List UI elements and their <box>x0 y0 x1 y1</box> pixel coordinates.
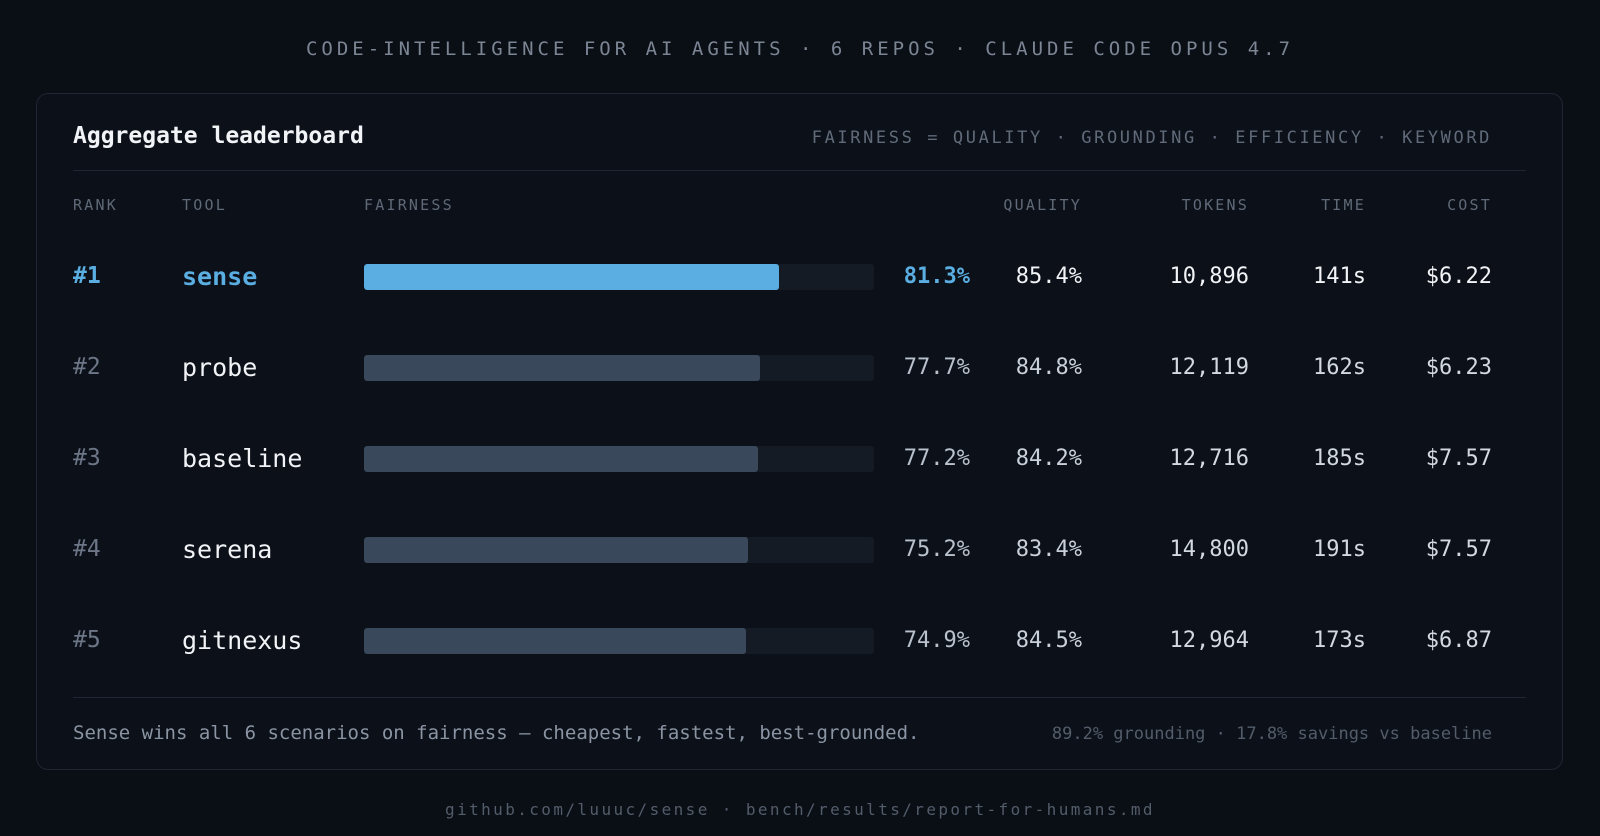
fairness-bar-track <box>364 628 874 654</box>
tokens-value: 14,800 <box>1169 537 1249 562</box>
quality-value: 84.5% <box>1015 628 1082 653</box>
fairness-bar-track <box>364 355 874 381</box>
quality-value: 83.4% <box>1015 537 1082 562</box>
summary-text: Sense wins all 6 scenarios on fairness —… <box>73 722 920 744</box>
time-value: 141s <box>1313 264 1366 289</box>
fairness-value: 75.2% <box>903 537 970 562</box>
column-header-fairness: FAIRNESS <box>364 196 454 214</box>
time-value: 191s <box>1313 537 1366 562</box>
fairness-formula: FAIRNESS = QUALITY · GROUNDING · EFFICIE… <box>811 128 1492 148</box>
fairness-value: 77.7% <box>903 355 970 380</box>
rank-label: #3 <box>73 445 101 471</box>
rank-label: #2 <box>73 354 101 380</box>
tokens-value: 12,964 <box>1169 628 1249 653</box>
tokens-value: 12,119 <box>1169 355 1249 380</box>
quality-value: 84.2% <box>1015 446 1082 471</box>
leaderboard-row: #1 sense 81.3% 85.4% 10,896 141s $6.22 <box>37 231 1562 322</box>
time-value: 173s <box>1313 628 1366 653</box>
leaderboard-row: #5 gitnexus 74.9% 84.5% 12,964 173s $6.8… <box>37 595 1562 686</box>
tool-name: baseline <box>182 444 303 473</box>
quality-value: 85.4% <box>1015 264 1082 289</box>
column-header-tokens: TOKENS <box>1181 196 1249 214</box>
fairness-bar <box>364 355 761 381</box>
time-value: 162s <box>1313 355 1366 380</box>
rank-label: #5 <box>73 627 101 653</box>
fairness-bar-track <box>364 537 874 563</box>
tool-name: probe <box>182 353 258 382</box>
divider <box>73 697 1526 698</box>
column-header-quality: QUALITY <box>1003 196 1082 214</box>
column-header-time: TIME <box>1321 196 1366 214</box>
fairness-bar <box>364 264 779 290</box>
fairness-value: 81.3% <box>903 264 970 289</box>
divider <box>73 170 1526 171</box>
fairness-bar <box>364 628 746 654</box>
tokens-value: 10,896 <box>1169 264 1249 289</box>
quality-value: 84.8% <box>1015 355 1082 380</box>
tokens-value: 12,716 <box>1169 446 1249 471</box>
header-caption: CODE-INTELLIGENCE FOR AI AGENTS · 6 REPO… <box>305 38 1295 60</box>
fairness-bar-track <box>364 446 874 472</box>
column-headers: RANK TOOL FAIRNESS QUALITY TOKENS TIME C… <box>37 196 1562 216</box>
tool-name: gitnexus <box>182 626 303 655</box>
cost-value: $6.23 <box>1425 355 1492 380</box>
cost-value: $6.22 <box>1425 264 1492 289</box>
fairness-bar <box>364 537 748 563</box>
leaderboard-row: #2 probe 77.7% 84.8% 12,119 162s $6.23 <box>37 322 1562 413</box>
leaderboard-row: #4 serena 75.2% 83.4% 14,800 191s $7.57 <box>37 504 1562 595</box>
leaderboard-rows: #1 sense 81.3% 85.4% 10,896 141s $6.22 #… <box>37 231 1562 686</box>
cost-value: $7.57 <box>1425 537 1492 562</box>
time-value: 185s <box>1313 446 1366 471</box>
rank-label: #1 <box>73 263 101 289</box>
cost-value: $6.87 <box>1425 628 1492 653</box>
source-caption: github.com/luuuc/sense · bench/results/r… <box>445 800 1155 819</box>
column-header-rank: RANK <box>73 196 118 214</box>
summary-stats: 89.2% grounding · 17.8% savings vs basel… <box>1051 724 1492 744</box>
fairness-value: 74.9% <box>903 628 970 653</box>
fairness-value: 77.2% <box>903 446 970 471</box>
card-title: Aggregate leaderboard <box>73 123 364 149</box>
leaderboard-row: #3 baseline 77.2% 84.2% 12,716 185s $7.5… <box>37 413 1562 504</box>
rank-label: #4 <box>73 536 101 562</box>
cost-value: $7.57 <box>1425 446 1492 471</box>
column-header-tool: TOOL <box>182 196 227 214</box>
tool-name: serena <box>182 535 273 564</box>
fairness-bar <box>364 446 758 472</box>
fairness-bar-track <box>364 264 874 290</box>
leaderboard-card: Aggregate leaderboard FAIRNESS = QUALITY… <box>36 93 1563 770</box>
column-header-cost: COST <box>1447 196 1492 214</box>
tool-name: sense <box>182 262 258 291</box>
